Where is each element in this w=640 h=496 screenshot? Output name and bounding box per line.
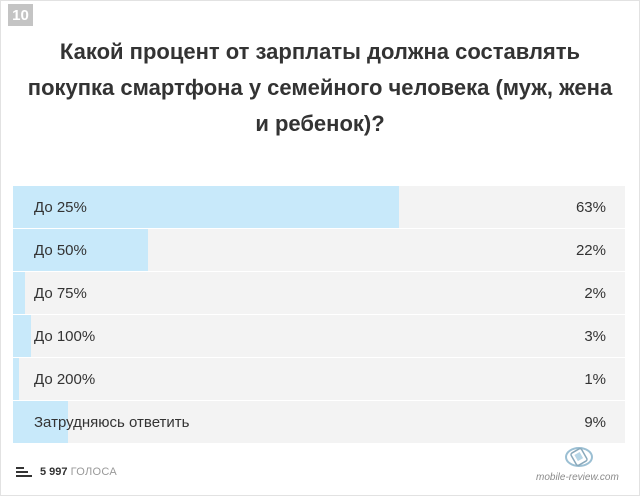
poll-footer: 5 997 ГОЛОСА (16, 466, 117, 478)
votes-label: ГОЛОСА (70, 466, 117, 478)
mobile-review-logo-icon (565, 447, 593, 467)
watermark-text: mobile-review.com (536, 472, 619, 483)
poll-option-percent: 1% (584, 370, 606, 388)
poll-option-bar (13, 358, 20, 400)
poll-option-row: До 200% 1% (13, 358, 625, 400)
poll-option-row: До 50% 22% (13, 229, 625, 271)
poll-option-row: Затрудняюсь ответить 9% (13, 401, 625, 443)
poll-option-bar (13, 401, 69, 443)
poll-option-percent: 2% (584, 284, 606, 302)
poll-option-bar (13, 229, 148, 271)
poll-option-label: Затрудняюсь ответить (34, 413, 190, 431)
poll-option-label: До 25% (34, 198, 87, 216)
poll-option-percent: 63% (575, 198, 606, 216)
poll-option-label: До 100% (34, 327, 96, 345)
poll-option-row: До 25% 63% (13, 186, 625, 228)
poll-option-bar (13, 272, 26, 314)
poll-question: Какой процент от зарплаты должна составл… (27, 39, 613, 136)
poll-option-percent: 22% (575, 241, 606, 259)
poll-option-bar (13, 186, 399, 228)
poll-option-percent: 9% (584, 413, 606, 431)
votes-count: 5 997 (40, 466, 68, 478)
poll-results-chart: До 25% 63% До 50% 22% До 75% 2% До 100% 3% До 20… (13, 186, 625, 444)
votes-total: 5 997 ГОЛОСА (40, 466, 117, 478)
poll-option-bar (13, 315, 32, 357)
poll-option-row: До 75% 2% (13, 272, 625, 314)
poll-option-label: До 75% (34, 284, 87, 302)
poll-option-label: До 50% (34, 241, 87, 259)
poll-option-row: До 100% 3% (13, 315, 625, 357)
poll-option-percent: 3% (584, 327, 606, 345)
poll-number-badge: 10 (8, 4, 33, 26)
watermark: mobile-review.com (534, 444, 626, 488)
bars-icon (16, 467, 32, 477)
poll-option-label: До 200% (34, 370, 96, 388)
